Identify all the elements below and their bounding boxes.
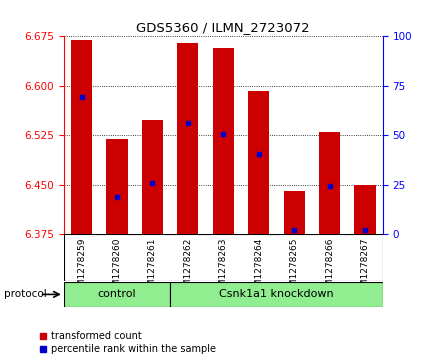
Bar (71, 40, 92, 234)
Text: GSM1278259: GSM1278259 (77, 238, 86, 298)
Text: GSM1278265: GSM1278265 (290, 238, 299, 298)
Text: GSM1278264: GSM1278264 (254, 238, 263, 298)
Legend: transformed count, percentile rank within the sample: transformed count, percentile rank withi… (36, 327, 220, 358)
Bar (64, 282, 170, 307)
Bar (213, 48, 234, 234)
Bar (283, 191, 305, 234)
Text: GSM1278266: GSM1278266 (325, 238, 334, 298)
Bar (106, 139, 128, 234)
Bar (319, 132, 340, 234)
Text: control: control (98, 289, 136, 299)
Text: Csnk1a1 knockdown: Csnk1a1 knockdown (219, 289, 334, 299)
Text: protocol: protocol (4, 289, 47, 299)
Text: GSM1278260: GSM1278260 (113, 238, 121, 298)
Text: GSM1278262: GSM1278262 (183, 238, 192, 298)
Title: GDS5360 / ILMN_2723072: GDS5360 / ILMN_2723072 (136, 21, 310, 34)
Bar (170, 282, 383, 307)
Bar (248, 91, 269, 234)
Text: GSM1278261: GSM1278261 (148, 238, 157, 298)
Text: GSM1278267: GSM1278267 (360, 238, 370, 298)
Text: GSM1278263: GSM1278263 (219, 238, 228, 298)
Bar (177, 43, 198, 234)
Bar (355, 185, 376, 234)
Bar (142, 120, 163, 234)
